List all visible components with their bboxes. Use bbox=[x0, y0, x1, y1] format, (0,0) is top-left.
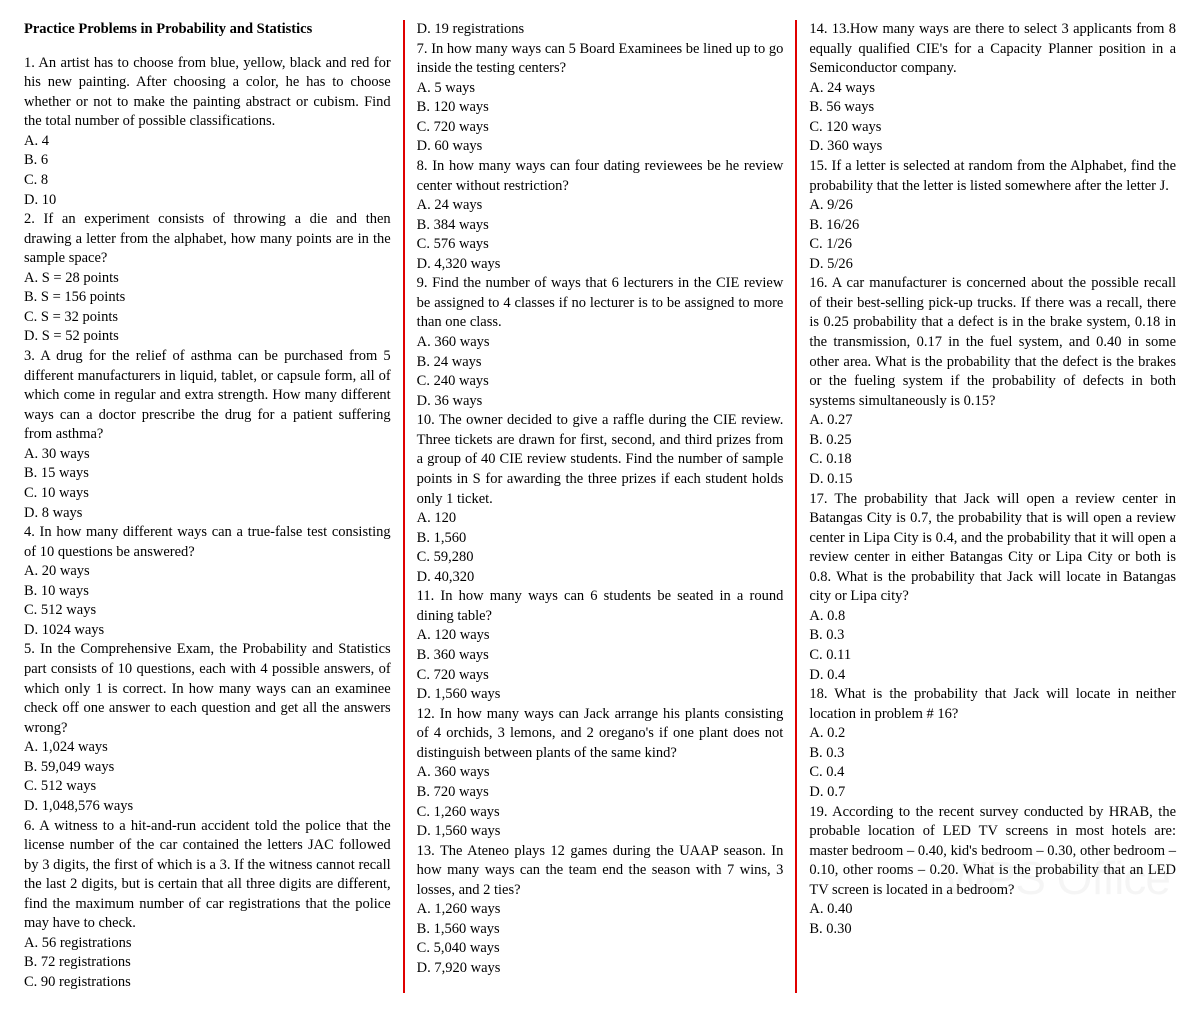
option: D. 0.15 bbox=[809, 470, 1176, 490]
option: A. 120 bbox=[417, 509, 784, 529]
option: B. 0.25 bbox=[809, 431, 1176, 451]
option: C. 720 ways bbox=[417, 118, 784, 138]
option: D. 0.7 bbox=[809, 783, 1176, 803]
option: B. 120 ways bbox=[417, 98, 784, 118]
three-column-layout: Practice Problems in Probability and Sta… bbox=[24, 20, 1176, 993]
option: A. 5 ways bbox=[417, 79, 784, 99]
question-14: 14. 13.How many ways are there to select… bbox=[809, 20, 1176, 79]
option: A. 360 ways bbox=[417, 763, 784, 783]
question-3: 3. A drug for the relief of asthma can b… bbox=[24, 347, 391, 445]
question-17: 17. The probability that Jack will open … bbox=[809, 490, 1176, 607]
question-13: 13. The Ateneo plays 12 games during the… bbox=[417, 842, 784, 901]
question-18: 18. What is the probability that Jack wi… bbox=[809, 685, 1176, 724]
option: A. 24 ways bbox=[809, 79, 1176, 99]
question-7: 7. In how many ways can 5 Board Examinee… bbox=[417, 40, 784, 79]
option: C. 1,260 ways bbox=[417, 803, 784, 823]
question-16: 16. A car manufacturer is concerned abou… bbox=[809, 274, 1176, 411]
option: D. 1,560 ways bbox=[417, 685, 784, 705]
option: D. 1,048,576 ways bbox=[24, 797, 391, 817]
option: C. 90 registrations bbox=[24, 973, 391, 993]
option: B. 0.3 bbox=[809, 626, 1176, 646]
option: A. 9/26 bbox=[809, 196, 1176, 216]
option: D. 1,560 ways bbox=[417, 822, 784, 842]
option: C. 512 ways bbox=[24, 601, 391, 621]
column-2: D. 19 registrations 7. In how many ways … bbox=[403, 20, 796, 993]
option: A. 0.8 bbox=[809, 607, 1176, 627]
option: B. 6 bbox=[24, 151, 391, 171]
question-15: 15. If a letter is selected at random fr… bbox=[809, 157, 1176, 196]
option: D. 60 ways bbox=[417, 137, 784, 157]
option: A. 0.27 bbox=[809, 411, 1176, 431]
option: C. 120 ways bbox=[809, 118, 1176, 138]
option: D. 19 registrations bbox=[417, 20, 784, 40]
option: A. 56 registrations bbox=[24, 934, 391, 954]
option: D. 36 ways bbox=[417, 392, 784, 412]
option: C. 0.18 bbox=[809, 450, 1176, 470]
option: B. 56 ways bbox=[809, 98, 1176, 118]
option: C. 10 ways bbox=[24, 484, 391, 504]
option: B. 0.30 bbox=[809, 920, 1176, 940]
option: D. 1024 ways bbox=[24, 621, 391, 641]
option: B. 1,560 bbox=[417, 529, 784, 549]
column-1: Practice Problems in Probability and Sta… bbox=[24, 20, 403, 993]
question-1: 1. An artist has to choose from blue, ye… bbox=[24, 54, 391, 132]
option: A. 4 bbox=[24, 132, 391, 152]
option: B. 72 registrations bbox=[24, 953, 391, 973]
option: B. 720 ways bbox=[417, 783, 784, 803]
option: D. 360 ways bbox=[809, 137, 1176, 157]
option: A. 20 ways bbox=[24, 562, 391, 582]
question-11: 11. In how many ways can 6 students be s… bbox=[417, 587, 784, 626]
option: B. 16/26 bbox=[809, 216, 1176, 236]
option: A. S = 28 points bbox=[24, 269, 391, 289]
option: B. S = 156 points bbox=[24, 288, 391, 308]
option: C. 240 ways bbox=[417, 372, 784, 392]
question-4: 4. In how many different ways can a true… bbox=[24, 523, 391, 562]
option: D. 4,320 ways bbox=[417, 255, 784, 275]
column-3: 14. 13.How many ways are there to select… bbox=[795, 20, 1176, 993]
option: C. 0.11 bbox=[809, 646, 1176, 666]
option: B. 0.3 bbox=[809, 744, 1176, 764]
option: A. 360 ways bbox=[417, 333, 784, 353]
question-9: 9. Find the number of ways that 6 lectur… bbox=[417, 274, 784, 333]
option: C. S = 32 points bbox=[24, 308, 391, 328]
option: B. 15 ways bbox=[24, 464, 391, 484]
option: D. 10 bbox=[24, 191, 391, 211]
question-8: 8. In how many ways can four dating revi… bbox=[417, 157, 784, 196]
option: C. 8 bbox=[24, 171, 391, 191]
option: B. 24 ways bbox=[417, 353, 784, 373]
option: A. 120 ways bbox=[417, 626, 784, 646]
option: C. 0.4 bbox=[809, 763, 1176, 783]
option: D. 8 ways bbox=[24, 504, 391, 524]
question-6: 6. A witness to a hit-and-run accident t… bbox=[24, 817, 391, 934]
option: C. 59,280 bbox=[417, 548, 784, 568]
question-12: 12. In how many ways can Jack arrange hi… bbox=[417, 705, 784, 764]
option: A. 0.2 bbox=[809, 724, 1176, 744]
question-19: 19. According to the recent survey condu… bbox=[809, 803, 1176, 901]
option: A. 0.40 bbox=[809, 900, 1176, 920]
option: D. 40,320 bbox=[417, 568, 784, 588]
option: D. S = 52 points bbox=[24, 327, 391, 347]
option: B. 10 ways bbox=[24, 582, 391, 602]
option: A. 1,260 ways bbox=[417, 900, 784, 920]
option: C. 576 ways bbox=[417, 235, 784, 255]
option: B. 1,560 ways bbox=[417, 920, 784, 940]
option: A. 24 ways bbox=[417, 196, 784, 216]
option: A. 30 ways bbox=[24, 445, 391, 465]
option: C. 1/26 bbox=[809, 235, 1176, 255]
option: D. 7,920 ways bbox=[417, 959, 784, 979]
option: D. 0.4 bbox=[809, 666, 1176, 686]
page-title: Practice Problems in Probability and Sta… bbox=[24, 20, 391, 40]
option: B. 384 ways bbox=[417, 216, 784, 236]
option: C. 512 ways bbox=[24, 777, 391, 797]
option: A. 1,024 ways bbox=[24, 738, 391, 758]
question-5: 5. In the Comprehensive Exam, the Probab… bbox=[24, 640, 391, 738]
option: C. 5,040 ways bbox=[417, 939, 784, 959]
question-2: 2. If an experiment consists of throwing… bbox=[24, 210, 391, 269]
option: B. 59,049 ways bbox=[24, 758, 391, 778]
option: B. 360 ways bbox=[417, 646, 784, 666]
option: D. 5/26 bbox=[809, 255, 1176, 275]
option: C. 720 ways bbox=[417, 666, 784, 686]
question-10: 10. The owner decided to give a raffle d… bbox=[417, 411, 784, 509]
